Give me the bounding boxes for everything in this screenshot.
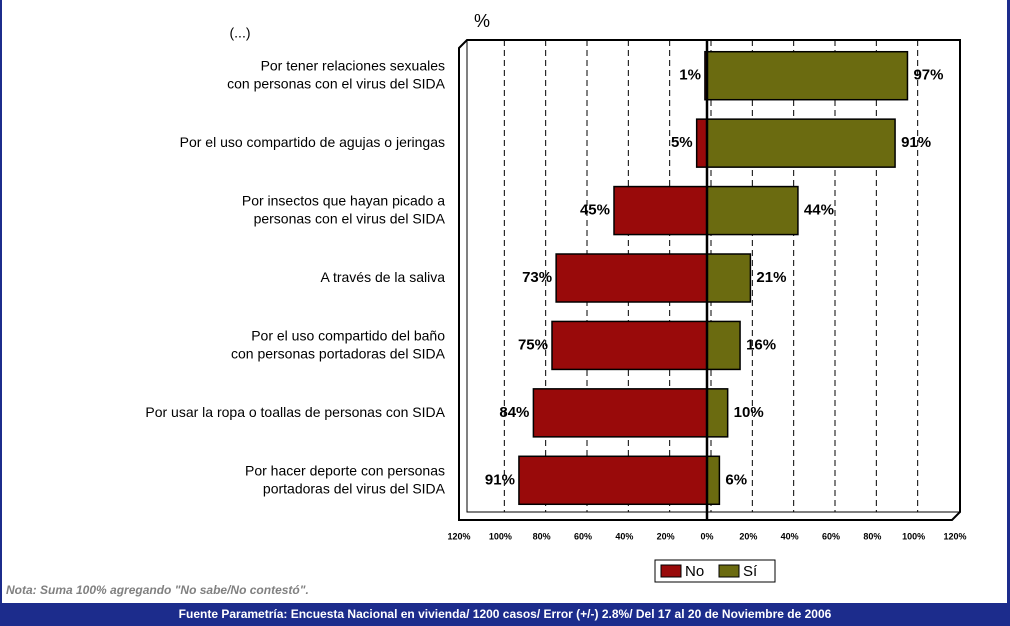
plot-back xyxy=(466,40,960,513)
x-tick-label: 80% xyxy=(533,531,551,541)
x-tick-label: 60% xyxy=(574,531,592,541)
value-label: 97% xyxy=(913,67,943,84)
x-tick-label: 60% xyxy=(822,531,840,541)
category-line: portadoras del virus del SIDA xyxy=(263,480,446,496)
category-line: con personas con el virus del SIDA xyxy=(227,75,446,91)
x-tick-label: 100% xyxy=(902,531,925,541)
value-label: 91% xyxy=(901,134,931,151)
footer-bar xyxy=(0,603,1010,626)
value-label: 44% xyxy=(804,202,834,219)
value-label: 6% xyxy=(725,471,747,488)
value-label: 5% xyxy=(671,134,693,151)
category-label: Por hacer deporte con personas portadoras… xyxy=(245,462,446,496)
category-label: Por el uso compartido de agujas o jering… xyxy=(180,134,445,150)
category-line: Por el uso compartido de agujas o jering… xyxy=(180,134,445,150)
bar xyxy=(706,253,752,303)
category-line: con personas portadoras del SIDA xyxy=(231,345,446,361)
bar xyxy=(518,455,708,506)
value-label: 45% xyxy=(580,202,610,219)
bar xyxy=(613,185,708,236)
source: Fuente Parametría: Encuesta Nacional en … xyxy=(179,607,832,621)
bar xyxy=(706,388,729,438)
bar xyxy=(551,320,708,371)
x-tick-label: 20% xyxy=(657,531,675,541)
legend-box xyxy=(654,559,776,583)
value-label: 73% xyxy=(522,269,552,286)
category-label: Por tener relaciones sexuales con persona… xyxy=(227,57,446,91)
note: Nota: Suma 100% agregando "No sabe/No co… xyxy=(6,583,309,597)
bar xyxy=(695,118,708,168)
x-tick-label: 120% xyxy=(943,531,966,541)
legend-label: Sí xyxy=(743,563,758,580)
category-line: Por el uso compartido del baño xyxy=(251,327,445,343)
value-label: 16% xyxy=(746,336,776,353)
bar xyxy=(706,455,721,506)
bar xyxy=(532,388,708,438)
category-line: Por hacer deporte con personas xyxy=(245,462,445,478)
legend-swatch xyxy=(660,564,682,578)
category-line: Por usar la ropa o toallas de personas c… xyxy=(145,404,445,420)
category-line: Por insectos que hayan picado a xyxy=(242,192,445,208)
x-tick-label: 40% xyxy=(781,531,799,541)
category-line: personas con el virus del SIDA xyxy=(254,210,446,226)
x-tick-label: 20% xyxy=(739,531,757,541)
x-tick-label: 120% xyxy=(447,531,470,541)
value-label: 21% xyxy=(756,269,786,286)
category-label: Por el uso compartido del baño con person… xyxy=(231,327,446,361)
subtitle: (...) xyxy=(230,25,251,41)
right-border xyxy=(1007,0,1010,603)
value-label: 84% xyxy=(499,404,529,421)
category-label: Por insectos que hayan picado a personas … xyxy=(242,192,446,226)
chart-title: % xyxy=(474,11,490,31)
legend-swatch xyxy=(718,564,740,578)
category-label: Por usar la ropa o toallas de personas c… xyxy=(145,404,445,420)
value-label: 10% xyxy=(734,404,764,421)
value-label: 1% xyxy=(679,67,701,84)
bar xyxy=(706,320,741,371)
x-tick-label: 40% xyxy=(615,531,633,541)
x-tick-label: 80% xyxy=(863,531,881,541)
value-label: 91% xyxy=(485,471,515,488)
value-label: 75% xyxy=(518,336,548,353)
x-tick-label: 0% xyxy=(700,531,713,541)
bar xyxy=(706,185,799,236)
legend-label: No xyxy=(685,563,704,580)
left-border xyxy=(0,0,2,603)
category-line: A través de la saliva xyxy=(320,269,445,285)
bar xyxy=(706,50,909,101)
bar xyxy=(706,118,896,168)
category-label: A través de la saliva xyxy=(320,269,445,285)
x-tick-label: 100% xyxy=(489,531,512,541)
category-line: Por tener relaciones sexuales xyxy=(261,57,445,73)
bar xyxy=(555,253,708,303)
